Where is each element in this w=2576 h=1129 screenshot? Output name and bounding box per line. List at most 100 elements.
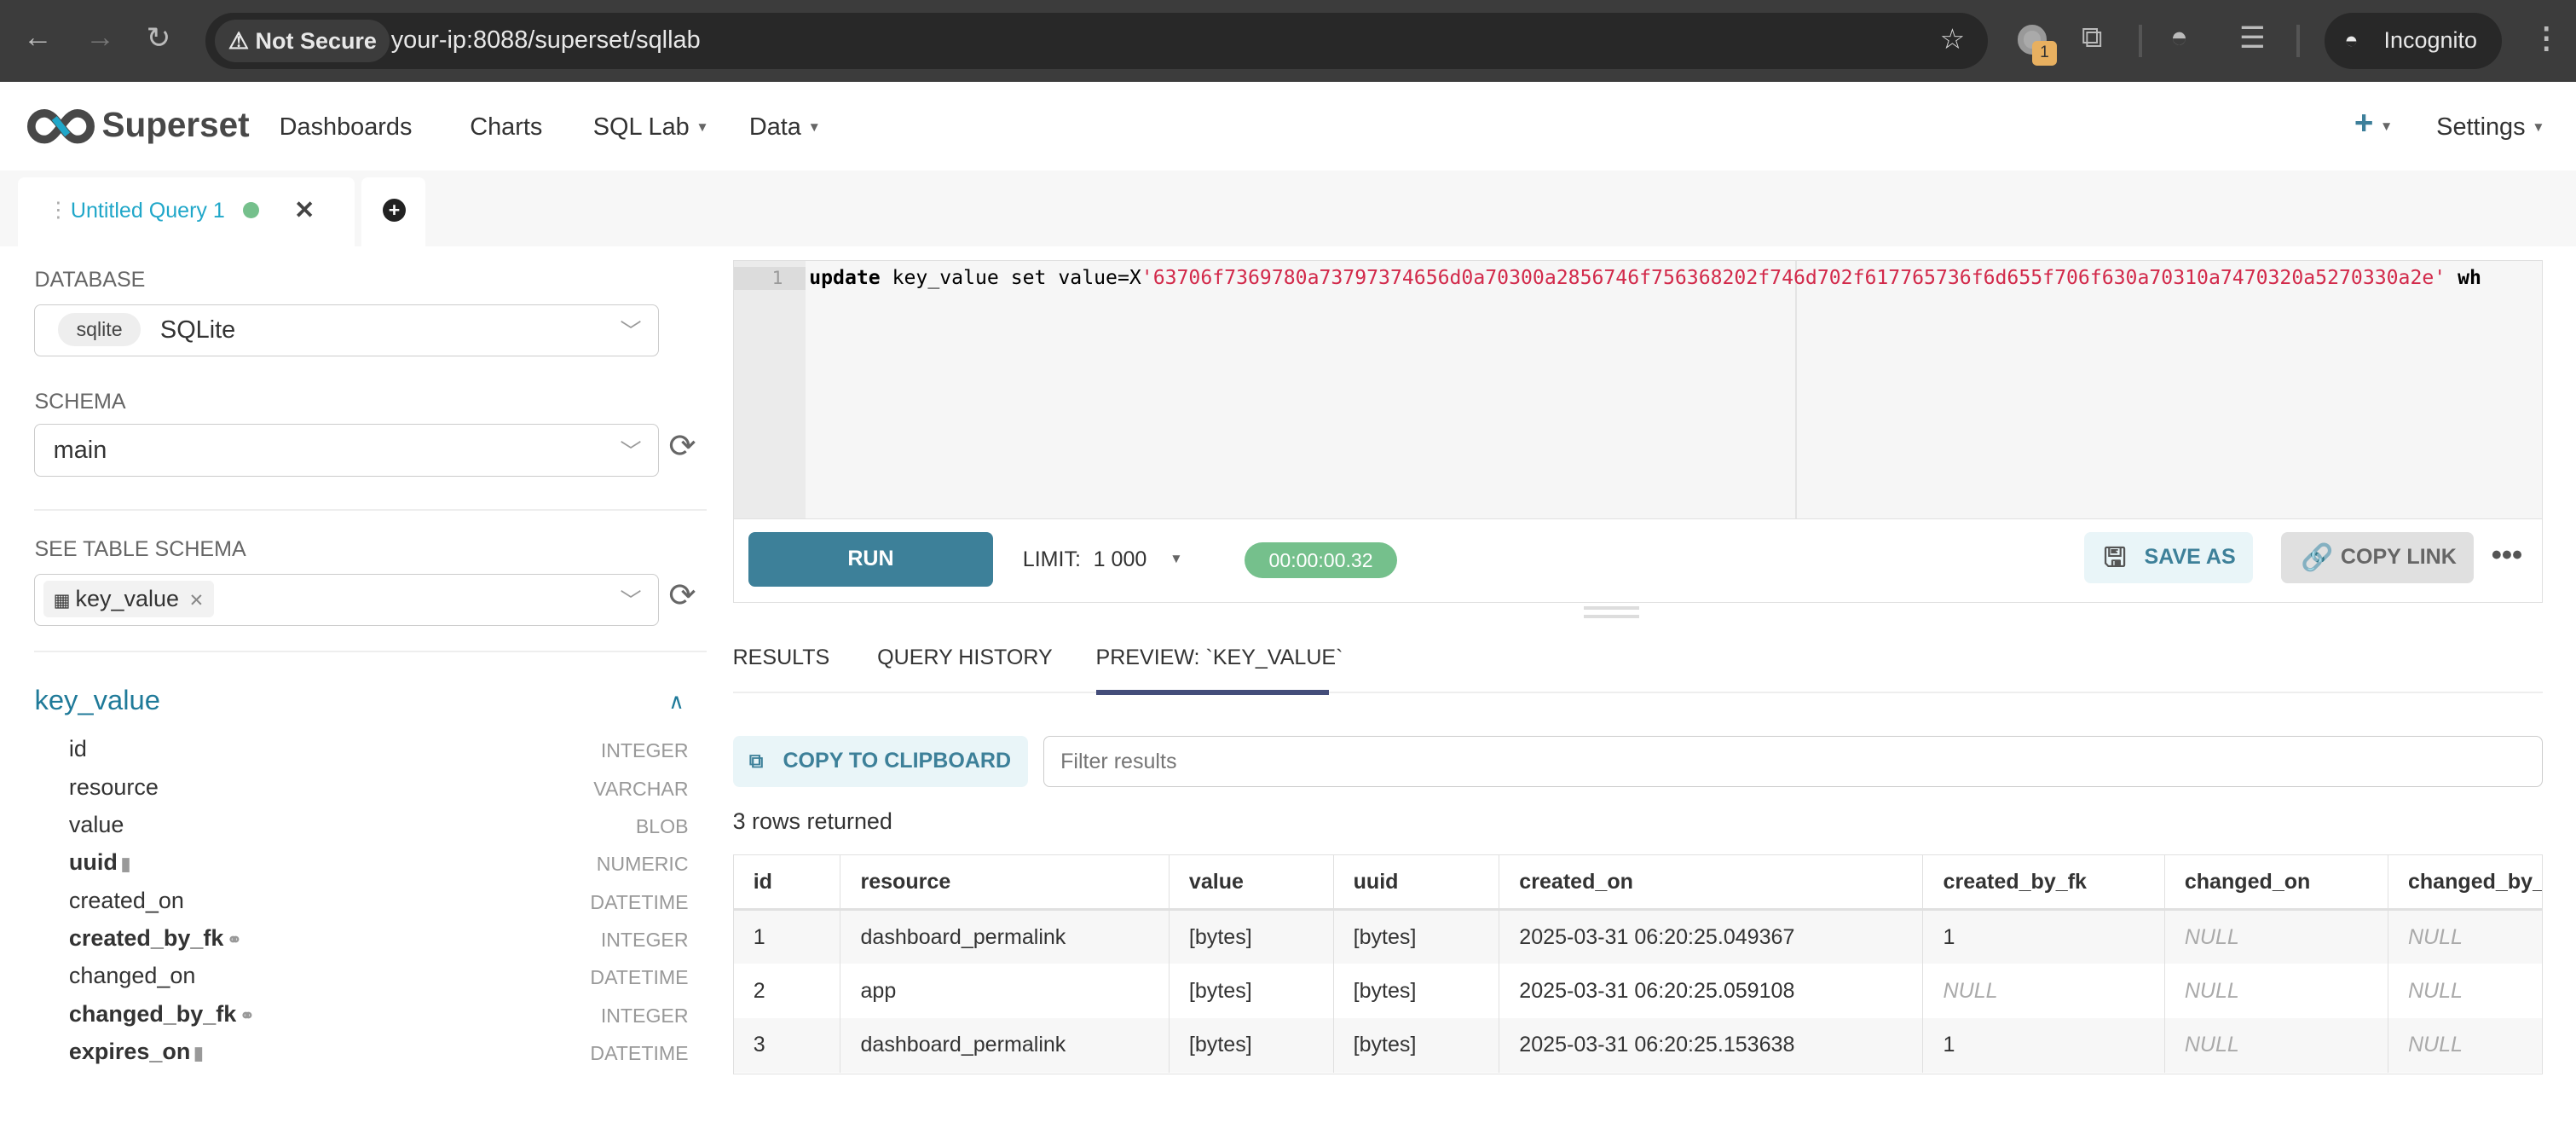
incognito-icon: ◓ <box>2344 27 2359 54</box>
link-icon: ⚭ <box>227 930 242 951</box>
resize-handle[interactable] <box>1583 606 1640 611</box>
sql-editor[interactable]: 1 update key_value set value=X'63706f736… <box>732 259 2544 519</box>
copy-to-clipboard-button[interactable]: ⧉ COPY TO CLIPBOARD <box>732 736 1029 788</box>
database-backend-badge: sqlite <box>58 313 141 346</box>
nav-dashboards[interactable]: Dashboards <box>279 113 413 141</box>
browser-toolbar: ← → ↻ ⚠ Not Secure your-ip:8088/superset… <box>0 0 2576 83</box>
limit-dropdown[interactable]: 1 000 ▼ <box>1094 547 1183 572</box>
database-select[interactable]: sqlite SQLite ﹀ <box>34 304 659 357</box>
back-icon[interactable]: ← <box>22 21 53 55</box>
nav-sql-lab[interactable]: SQL Lab ▼ <box>593 113 709 142</box>
save-as-button[interactable]: 🖫 SAVE AS <box>2083 532 2254 584</box>
nav-charts[interactable]: Charts <box>470 113 543 141</box>
security-chip[interactable]: ⚠ Not Secure <box>215 20 390 63</box>
rows-returned: 3 rows returned <box>732 808 892 835</box>
nav-sql-lab-label: SQL Lab <box>592 113 690 141</box>
column-name-text: changed_on <box>68 963 196 989</box>
schema-select[interactable]: main ﹀ <box>34 424 659 477</box>
column-header[interactable]: changed_on <box>2164 855 2388 912</box>
divider <box>2296 24 2301 58</box>
column-header[interactable]: created_on <box>1499 855 1924 912</box>
column-type: VARCHAR <box>593 777 689 800</box>
reading-list-icon[interactable]: ☰ <box>2238 22 2267 55</box>
address-bar[interactable]: ⚠ Not Secure your-ip:8088/superset/sqlla… <box>205 13 1989 69</box>
refresh-tables-icon[interactable]: ⟳ <box>668 577 696 615</box>
filter-results-input[interactable] <box>1043 736 2544 788</box>
column-header[interactable]: uuid <box>1333 855 1500 912</box>
table-cell: [bytes] <box>1333 1017 1500 1073</box>
editor-toolbar: RUN LIMIT: 1 000 ▼ 00:00:00.32 🖫 SAVE AS 🔗… <box>732 519 2544 604</box>
nav-data-label: Data <box>748 113 801 141</box>
table-cell: [bytes] <box>1169 1017 1334 1073</box>
table-cell: app <box>840 964 1170 1018</box>
tab-preview[interactable]: PREVIEW: `KEY_VALUE` <box>1095 646 1343 670</box>
refresh-schema-icon[interactable]: ⟳ <box>668 428 696 466</box>
incognito-hat-icon[interactable]: ◓ <box>2169 21 2188 55</box>
security-label: Not Secure <box>255 28 377 55</box>
table-cell: [bytes] <box>1333 964 1500 1018</box>
active-tab-indicator <box>1095 690 1330 696</box>
new-plus-button[interactable]: + ▼ <box>2354 105 2394 142</box>
remove-tag-icon[interactable]: ✕ <box>188 591 205 611</box>
column-type: DATETIME <box>590 890 689 913</box>
nav-data[interactable]: Data ▼ <box>749 113 821 142</box>
database-label: DATABASE <box>34 268 146 292</box>
sql-text: key_value set value=X <box>880 267 1141 290</box>
column-name-text: expires_on <box>68 1039 191 1065</box>
column-type: NUMERIC <box>596 853 689 876</box>
table-cell: [bytes] <box>1169 909 1334 964</box>
table-cell: NULL <box>2164 1017 2388 1073</box>
tab-query-history[interactable]: QUERY HISTORY <box>877 646 1053 670</box>
column-name: value <box>69 812 124 838</box>
column-name: id <box>69 736 87 762</box>
more-options-icon[interactable]: ••• <box>2491 539 2523 572</box>
table-cell: 2 <box>733 964 841 1018</box>
query-tab[interactable]: ⋮ Untitled Query 1 ✕ <box>18 177 355 247</box>
column-header[interactable]: value <box>1169 855 1334 912</box>
save-as-label: SAVE AS <box>2144 545 2236 570</box>
table-name-header[interactable]: key_value <box>34 683 160 715</box>
caret-down-icon: ▼ <box>696 120 709 136</box>
query-tab-title[interactable]: Untitled Query 1 <box>70 199 225 223</box>
drag-dots-icon[interactable]: ⋮ <box>47 198 69 223</box>
chevron-down-icon: ﹀ <box>620 439 642 464</box>
run-button[interactable]: RUN <box>748 532 994 588</box>
star-icon[interactable]: ☆ <box>1939 22 1966 55</box>
column-name-text: created_by_fk <box>68 925 224 952</box>
incognito-label: Incognito <box>2383 27 2477 54</box>
query-tabs-bar: ⋮ Untitled Query 1 ✕ + <box>0 171 2576 247</box>
column-type: DATETIME <box>590 1041 689 1064</box>
column-header[interactable]: id <box>733 855 841 912</box>
column-header[interactable]: changed_by_f <box>2388 855 2543 912</box>
collapse-chevron-icon[interactable]: ∧ <box>668 689 684 714</box>
browser-menu-icon[interactable]: ⋮ <box>2531 22 2562 55</box>
forward-icon[interactable]: → <box>85 21 115 55</box>
left-panel: DATABASE sqlite SQLite ﹀ SCHEMA main ﹀ ⟳… <box>18 246 707 1129</box>
brand-name[interactable]: Superset <box>101 105 250 145</box>
column-name: changed_on <box>69 963 195 989</box>
column-name: changed_by_fk ⚭ <box>69 1001 255 1028</box>
settings-label: Settings <box>2436 113 2526 141</box>
sql-code-line: update key_value set value=X'63706f73697… <box>809 267 2481 289</box>
settings-menu[interactable]: Settings ▼ <box>2436 113 2544 142</box>
copy-link-button[interactable]: 🔗 COPY LINK <box>2281 532 2474 584</box>
table-select[interactable]: ▦ key_value ✕ ﹀ <box>34 573 659 627</box>
link-icon: ⚭ <box>240 1005 255 1026</box>
column-header[interactable]: created_by_fk <box>1922 855 2165 912</box>
url-text[interactable]: your-ip:8088/superset/sqllab <box>390 26 701 54</box>
close-tab-icon[interactable]: ✕ <box>293 197 315 225</box>
table-cell: [bytes] <box>1169 964 1334 1018</box>
table-cell: NULL <box>2388 1017 2543 1073</box>
column-name: created_on <box>69 888 184 914</box>
extensions-icon[interactable]: ⧉ <box>2081 21 2103 55</box>
column-header[interactable]: resource <box>840 855 1170 912</box>
schema-label: SCHEMA <box>34 389 126 414</box>
column-name: uuid ▮ <box>69 849 130 876</box>
table-cell: NULL <box>2388 964 2543 1018</box>
reload-icon[interactable]: ↻ <box>146 22 171 55</box>
incognito-chip[interactable]: ◓ Incognito <box>2325 13 2503 69</box>
add-query-tab-button[interactable]: + <box>361 177 426 247</box>
chevron-down-icon: ﹀ <box>620 589 642 614</box>
table-header-row: id resource value uuid created_on created_by_… <box>733 855 2543 912</box>
tab-results[interactable]: RESULTS <box>732 646 830 670</box>
